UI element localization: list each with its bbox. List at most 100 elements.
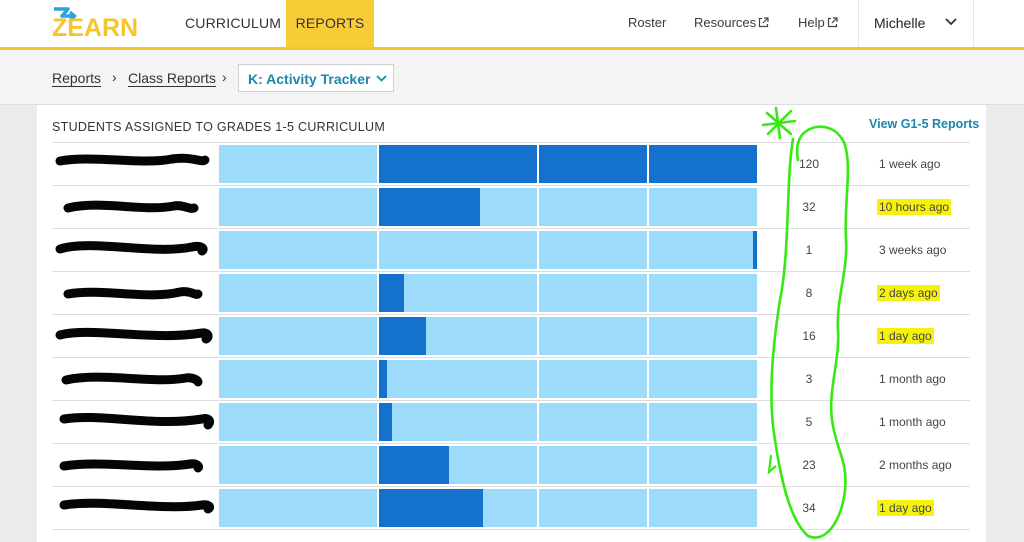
bar-segment-divider <box>537 274 539 312</box>
activity-count: 16 <box>802 329 816 343</box>
bar-segment-divider <box>377 360 379 398</box>
bar-segment-divider <box>537 489 539 527</box>
bar-segment-divider <box>647 231 649 269</box>
bar-segment-divider <box>537 231 539 269</box>
tab-reports-label: REPORTS <box>295 15 365 31</box>
bar-segment-divider <box>377 231 379 269</box>
user-menu[interactable]: Michelle <box>858 0 974 47</box>
progress-bar <box>219 188 757 226</box>
last-activity: 1 day ago <box>877 500 934 516</box>
section-title: STUDENTS ASSIGNED TO GRADES 1-5 CURRICUL… <box>52 120 386 134</box>
progress-bar-fill <box>377 274 404 312</box>
svg-text:ZEARN: ZEARN <box>52 14 138 39</box>
top-navigation: ZEARN CURRICULUM REPORTS Roster Resource… <box>0 0 1024 50</box>
bar-segment-divider <box>647 317 649 355</box>
student-name-redacted <box>55 153 210 166</box>
last-activity: 3 weeks ago <box>879 243 947 257</box>
breadcrumb-reports[interactable]: Reports <box>52 70 102 86</box>
bar-segment-divider <box>377 403 379 441</box>
bar-segment-divider <box>647 188 649 226</box>
bar-segment-divider <box>537 446 539 484</box>
progress-bar <box>219 317 757 355</box>
bar-segment-divider <box>377 274 379 312</box>
chevron-down-icon <box>945 18 957 26</box>
activity-count: 1 <box>805 243 813 257</box>
bar-segment-divider <box>377 188 379 226</box>
bar-segment-divider <box>537 317 539 355</box>
last-activity: 2 days ago <box>877 285 940 301</box>
progress-bar <box>219 360 757 398</box>
table-row[interactable]: 3 1 month ago <box>52 357 970 400</box>
progress-bar <box>219 231 757 269</box>
activity-report-card: STUDENTS ASSIGNED TO GRADES 1-5 CURRICUL… <box>37 105 986 542</box>
table-row[interactable]: 5 1 month ago <box>52 400 970 443</box>
last-activity: 1 month ago <box>879 372 946 386</box>
bar-segment-divider <box>537 403 539 441</box>
table-row[interactable]: 23 2 months ago <box>52 443 970 486</box>
bar-segment-divider <box>377 145 379 183</box>
table-row[interactable]: 1 3 weeks ago <box>52 228 970 271</box>
report-type-select[interactable]: K: Activity Tracker <box>238 64 394 92</box>
progress-bar-fill <box>377 489 483 527</box>
bar-segment-divider <box>647 489 649 527</box>
external-link-icon <box>759 17 769 28</box>
roster-label: Roster <box>628 15 667 30</box>
help-link[interactable]: Help <box>798 0 838 47</box>
progress-bar <box>219 145 757 183</box>
bar-segment-divider <box>647 145 649 183</box>
bar-segment-divider <box>537 188 539 226</box>
bar-segment-divider <box>647 360 649 398</box>
activity-count: 120 <box>798 157 820 171</box>
progress-bar-fill <box>377 360 387 398</box>
bar-segment-divider <box>647 274 649 312</box>
resources-label: Resources <box>694 15 757 30</box>
activity-count: 5 <box>805 415 813 429</box>
student-name-redacted <box>59 459 203 473</box>
view-g1-5-reports-link[interactable]: View G1-5 Reports <box>869 117 980 131</box>
breadcrumb: Reports › Class Reports › K: Activity Tr… <box>0 50 1024 105</box>
tab-reports[interactable]: REPORTS <box>286 0 374 47</box>
table-row[interactable]: 8 2 days ago <box>52 271 970 314</box>
student-name-redacted <box>55 327 213 344</box>
last-activity: 1 week ago <box>879 157 941 171</box>
bar-segment-divider <box>647 403 649 441</box>
student-name-redacted <box>61 372 203 387</box>
last-activity: 10 hours ago <box>877 199 952 215</box>
breadcrumb-class-reports[interactable]: Class Reports <box>128 70 216 86</box>
user-name: Michelle <box>874 15 926 31</box>
table-row[interactable]: 120 1 week ago <box>52 142 970 185</box>
bar-segment-divider <box>377 446 379 484</box>
progress-bar-fill <box>377 446 449 484</box>
last-activity: 2 months ago <box>879 458 952 472</box>
progress-bar-fill <box>377 403 392 441</box>
chevron-right-icon: › <box>112 69 117 85</box>
table-row[interactable]: 32 10 hours ago <box>52 185 970 228</box>
help-label: Help <box>798 15 825 30</box>
student-name-redacted <box>63 287 203 300</box>
zearn-logo[interactable]: ZEARN <box>52 5 160 42</box>
tab-curriculum-label: CURRICULUM <box>185 15 282 31</box>
student-name-redacted <box>63 200 199 213</box>
progress-bar <box>219 446 757 484</box>
tab-curriculum[interactable]: CURRICULUM <box>185 0 281 47</box>
roster-link[interactable]: Roster <box>628 0 666 47</box>
progress-bar-fill <box>377 145 757 183</box>
resources-link[interactable]: Resources <box>694 0 769 47</box>
activity-count: 34 <box>802 501 816 515</box>
bar-segment-divider <box>377 317 379 355</box>
activity-count: 3 <box>805 372 813 386</box>
progress-bar-fill <box>753 231 757 269</box>
report-type-selected: K: Activity Tracker <box>248 71 371 87</box>
bar-segment-divider <box>647 446 649 484</box>
table-row[interactable]: 16 1 day ago <box>52 314 970 357</box>
table-row[interactable]: 34 1 day ago <box>52 486 970 530</box>
student-name-redacted <box>55 241 208 256</box>
chevron-right-icon: › <box>222 69 227 85</box>
bar-segment-divider <box>537 360 539 398</box>
progress-bar <box>219 274 757 312</box>
progress-bar-fill <box>377 317 426 355</box>
chevron-down-icon <box>376 75 387 82</box>
activity-count: 32 <box>802 200 816 214</box>
progress-bar-fill <box>377 188 480 226</box>
progress-bar <box>219 403 757 441</box>
